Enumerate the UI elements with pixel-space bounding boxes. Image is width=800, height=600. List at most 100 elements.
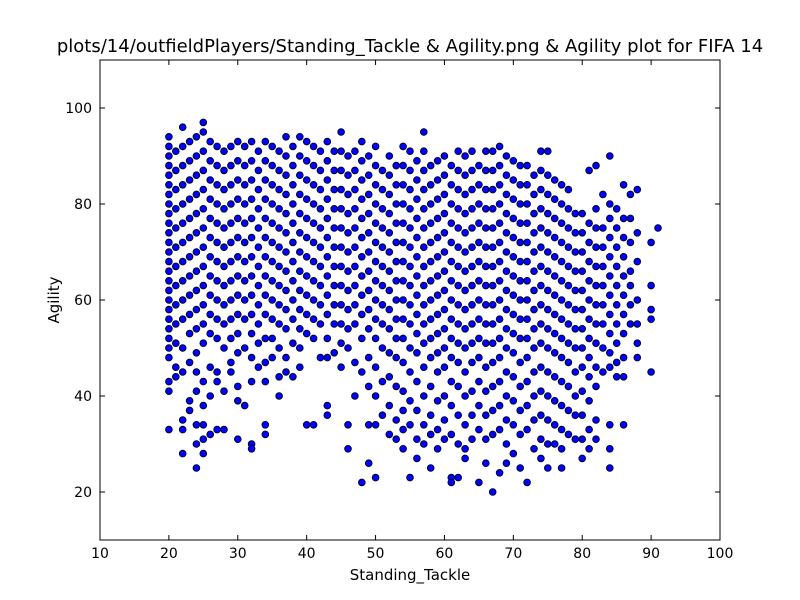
data-point <box>605 291 614 300</box>
data-point <box>316 281 325 290</box>
data-point <box>344 305 352 314</box>
data-point <box>509 176 518 184</box>
data-point <box>351 147 359 156</box>
data-point <box>330 262 339 271</box>
data-point <box>385 229 394 237</box>
data-point <box>419 320 428 328</box>
data-point <box>392 435 401 444</box>
data-point <box>289 339 297 348</box>
data-point <box>495 200 504 208</box>
data-point <box>564 224 573 232</box>
data-point <box>199 147 208 156</box>
data-point <box>426 238 435 247</box>
data-point <box>530 286 538 295</box>
data-point <box>275 320 283 328</box>
data-point <box>165 286 173 295</box>
data-point <box>488 488 497 496</box>
data-point <box>433 310 442 319</box>
data-point <box>585 296 593 304</box>
data-point <box>419 224 428 232</box>
data-point <box>192 348 201 357</box>
data-point <box>426 181 435 189</box>
data-point <box>440 171 449 180</box>
data-point <box>440 190 449 199</box>
data-point <box>316 147 325 156</box>
data-point <box>323 272 332 280</box>
data-point <box>213 219 221 228</box>
data-point <box>647 281 655 290</box>
data-point <box>633 185 642 194</box>
data-point <box>268 219 277 228</box>
data-point <box>475 296 483 304</box>
data-point <box>268 238 277 247</box>
data-point <box>502 459 511 468</box>
data-point <box>378 243 387 252</box>
data-point <box>426 315 435 324</box>
data-point <box>234 214 242 223</box>
data-point <box>289 238 297 247</box>
data-point <box>172 185 180 194</box>
data-point <box>247 157 256 165</box>
data-point <box>172 339 180 348</box>
data-point <box>564 358 573 367</box>
data-point <box>165 344 173 352</box>
data-point <box>316 353 325 362</box>
data-point <box>385 248 394 256</box>
data-point <box>557 238 566 247</box>
data-point <box>447 401 456 410</box>
data-point <box>502 305 511 314</box>
data-point <box>295 324 304 333</box>
data-point <box>330 320 339 328</box>
data-point <box>461 152 469 160</box>
data-point <box>165 276 173 285</box>
data-point <box>564 430 573 439</box>
data-point <box>185 176 194 184</box>
data-point <box>454 339 463 348</box>
data-point <box>495 238 504 247</box>
data-point <box>247 233 256 242</box>
data-point <box>227 276 235 285</box>
data-point <box>592 416 600 424</box>
data-point <box>440 229 449 237</box>
axes: 10 20 30 40 50 60 70 80 90 100 20 40 60 80 100 <box>65 60 733 562</box>
data-point <box>592 161 600 170</box>
data-point <box>447 430 456 439</box>
data-point <box>399 358 407 367</box>
data-point <box>406 147 414 156</box>
data-point <box>612 281 621 290</box>
data-point <box>440 305 449 314</box>
data-point <box>261 272 270 280</box>
data-point <box>392 257 401 266</box>
data-point <box>537 262 545 271</box>
data-point <box>185 310 194 319</box>
data-point <box>571 267 580 276</box>
data-point <box>433 368 442 376</box>
data-point <box>488 185 497 194</box>
data-point <box>392 181 401 189</box>
data-point <box>364 305 373 314</box>
data-point <box>282 353 290 362</box>
data-point <box>605 464 614 472</box>
data-point <box>309 296 318 304</box>
data-point <box>165 152 173 160</box>
data-point <box>612 339 621 348</box>
data-point <box>206 363 215 372</box>
x-tick-label: 80 <box>573 546 591 562</box>
data-point <box>364 190 373 199</box>
data-point <box>185 291 194 300</box>
data-point <box>351 262 359 271</box>
data-point <box>440 324 449 333</box>
data-point <box>385 267 394 276</box>
data-point <box>385 372 394 381</box>
data-point <box>206 252 215 261</box>
data-point <box>406 224 414 232</box>
data-point <box>234 233 242 242</box>
data-point <box>357 195 366 204</box>
data-point <box>192 464 201 472</box>
data-point <box>433 291 442 300</box>
data-point <box>254 339 263 348</box>
data-point <box>282 133 290 141</box>
data-point <box>557 200 566 208</box>
data-point <box>344 324 352 333</box>
data-point <box>543 368 552 376</box>
